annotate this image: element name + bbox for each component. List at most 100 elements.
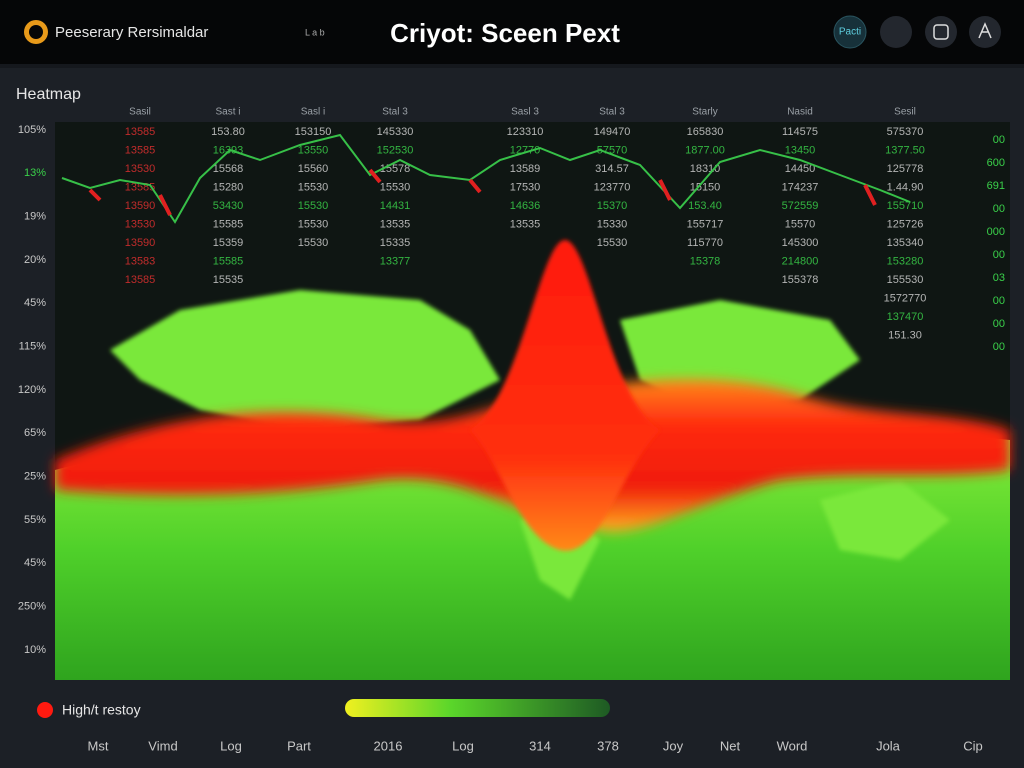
y-label: 120% bbox=[18, 384, 46, 396]
y-axis: 105% 13% 19% 20% 45% 115% 120% 65% 25% 55% 45% 250%… bbox=[18, 124, 46, 656]
y-label: 105% bbox=[18, 124, 46, 136]
column-value: 15359 bbox=[213, 237, 244, 249]
x-label: Word bbox=[777, 738, 808, 753]
column-value: 165830 bbox=[687, 126, 724, 138]
right-label: 00 bbox=[993, 203, 1005, 215]
x-label: 378 bbox=[597, 738, 619, 753]
column-value: 572559 bbox=[782, 200, 819, 212]
candles bbox=[88, 168, 877, 216]
column-value: 155717 bbox=[687, 218, 724, 230]
right-label: 000 bbox=[987, 226, 1005, 238]
column-value: 149470 bbox=[594, 126, 631, 138]
column-value: 13583 bbox=[125, 255, 156, 267]
y-label: 55% bbox=[24, 514, 46, 526]
column-header: Stal 3 bbox=[599, 107, 625, 118]
icon-button[interactable] bbox=[925, 16, 957, 48]
column-header: Sasl i bbox=[301, 107, 325, 118]
column-value: 145300 bbox=[782, 237, 819, 249]
y-label: 45% bbox=[24, 297, 46, 309]
column-value: 15535 bbox=[213, 274, 244, 286]
column-value: 123310 bbox=[507, 126, 544, 138]
column-value: 15530 bbox=[298, 181, 329, 193]
app-name: Peeserary Rersimaldar bbox=[55, 24, 208, 41]
ticker-columns: Sasil 13585 13585 13530 13585 13590 13530 13590… bbox=[125, 107, 927, 342]
x-label: Net bbox=[720, 738, 741, 753]
column-value: 153150 bbox=[295, 126, 332, 138]
y-label: 13% bbox=[24, 167, 46, 179]
y-label: 20% bbox=[24, 254, 46, 266]
column-value: 174237 bbox=[782, 181, 819, 193]
column-value: 214800 bbox=[782, 255, 819, 267]
column-value: 13535 bbox=[510, 218, 541, 230]
y-label: 115% bbox=[19, 341, 47, 353]
column-value: 14450 bbox=[785, 163, 816, 175]
column-value: 15530 bbox=[298, 237, 329, 249]
x-label: Joy bbox=[663, 738, 684, 753]
continents bbox=[110, 290, 950, 600]
column-value: 153.80 bbox=[211, 126, 245, 138]
right-label: 691 bbox=[987, 180, 1005, 192]
x-label: Vimd bbox=[148, 738, 177, 753]
nav-hint: L a b bbox=[305, 27, 325, 37]
column-value: 13535 bbox=[380, 218, 411, 230]
column-value: 16393 bbox=[213, 144, 244, 156]
column-value: 153280 bbox=[887, 255, 924, 267]
column-value: 15560 bbox=[298, 163, 329, 175]
right-label: 00 bbox=[993, 295, 1005, 307]
column-value: 15530 bbox=[380, 181, 411, 193]
right-label: 600 bbox=[987, 157, 1005, 169]
column-value: 13450 bbox=[785, 144, 816, 156]
action-button[interactable] bbox=[833, 15, 867, 49]
panel-title: Heatmap bbox=[16, 86, 81, 103]
column-header: Sasl 3 bbox=[511, 107, 539, 118]
legend-label: High/t restoy bbox=[62, 702, 141, 718]
right-label: 00 bbox=[993, 341, 1005, 353]
column-value: 13550 bbox=[298, 144, 329, 156]
column-value: 15335 bbox=[380, 237, 411, 249]
column-value: 575370 bbox=[887, 126, 924, 138]
column-value: 13530 bbox=[125, 218, 156, 230]
column-value: 13585 bbox=[125, 144, 156, 156]
column-header: Sast i bbox=[215, 107, 240, 118]
x-label: Log bbox=[220, 738, 242, 753]
y-label: 10% bbox=[24, 644, 46, 656]
x-label: Part bbox=[287, 738, 311, 753]
column-value: 1877.00 bbox=[685, 144, 725, 156]
column-value: 15530 bbox=[298, 218, 329, 230]
column-value: 15280 bbox=[213, 181, 244, 193]
y-label: 25% bbox=[24, 471, 46, 483]
y-label: 65% bbox=[24, 427, 46, 439]
column-value: 155530 bbox=[887, 274, 924, 286]
column-value: 15370 bbox=[597, 200, 628, 212]
right-label: 00 bbox=[993, 249, 1005, 261]
x-label: 314 bbox=[529, 738, 551, 753]
column-value: 14431 bbox=[380, 200, 411, 212]
x-axis: Mst Vimd Log Part 2016 Log 314 378 Joy Net Word Jol… bbox=[88, 738, 983, 753]
column-value: 57570 bbox=[597, 144, 628, 156]
column-header: Starly bbox=[692, 107, 718, 118]
column-value: 15585 bbox=[213, 255, 244, 267]
x-label: 2016 bbox=[374, 738, 403, 753]
column-value: 114575 bbox=[782, 126, 818, 138]
legend-swatch bbox=[37, 702, 53, 718]
column-value: 1572770 bbox=[884, 292, 927, 304]
x-label: Cip bbox=[963, 738, 983, 753]
column-value: 115770 bbox=[687, 237, 723, 249]
column-value: 15530 bbox=[597, 237, 628, 249]
column-header: Sasil bbox=[129, 107, 151, 118]
column-value: 13585 bbox=[125, 274, 156, 286]
y-label: 45% bbox=[24, 557, 46, 569]
logo-inner bbox=[29, 25, 43, 39]
icon-button[interactable] bbox=[880, 16, 912, 48]
page-title: Criyot: Sceen Pext bbox=[390, 18, 620, 48]
legend-scale bbox=[345, 699, 610, 717]
column-value: 15585 bbox=[213, 218, 244, 230]
column-header: Stal 3 bbox=[382, 107, 408, 118]
heat-peak bbox=[470, 240, 660, 551]
column-value: 13585 bbox=[125, 126, 156, 138]
column-value: 15568 bbox=[213, 163, 244, 175]
right-label: 00 bbox=[993, 134, 1005, 146]
